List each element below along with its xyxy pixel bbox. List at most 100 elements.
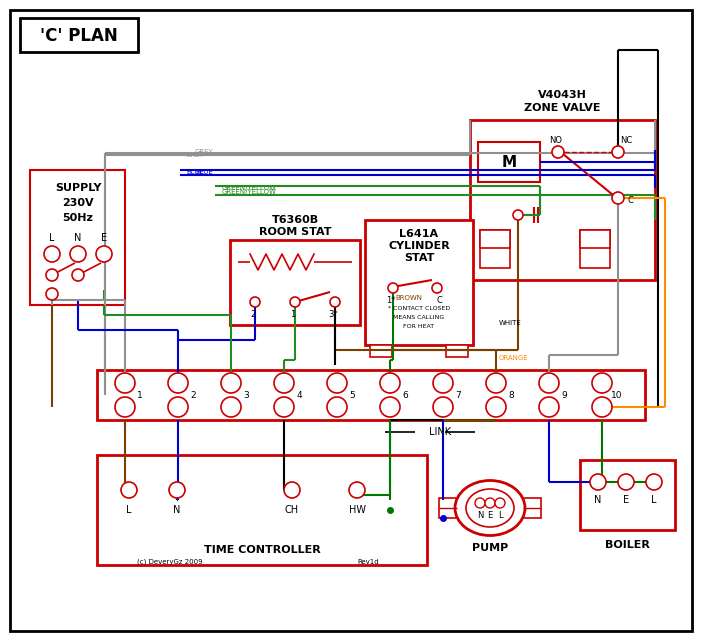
Text: 2: 2 [190, 390, 196, 399]
Text: CYLINDER: CYLINDER [388, 241, 450, 251]
Text: 10: 10 [611, 390, 623, 399]
Text: GREEN/YELLOW: GREEN/YELLOW [222, 185, 277, 191]
Text: V4043H: V4043H [538, 90, 586, 100]
Text: NO: NO [550, 135, 562, 144]
Text: GREY: GREY [186, 152, 205, 158]
Text: (c) DeveryGz 2009: (c) DeveryGz 2009 [137, 559, 203, 565]
Ellipse shape [455, 481, 525, 535]
Text: 5: 5 [349, 390, 355, 399]
Circle shape [115, 397, 135, 417]
Circle shape [168, 373, 188, 393]
Text: C: C [436, 296, 442, 304]
Circle shape [121, 482, 137, 498]
Circle shape [115, 373, 135, 393]
Circle shape [612, 146, 624, 158]
Circle shape [646, 474, 662, 490]
Text: 1: 1 [291, 310, 296, 319]
Circle shape [432, 283, 442, 293]
Circle shape [495, 498, 505, 508]
Circle shape [221, 373, 241, 393]
Bar [580, 230, 610, 248]
Text: Rev1d: Rev1d [357, 559, 378, 565]
Text: ─── GREY: ─── GREY [437, 431, 444, 433]
Text: 230V: 230V [62, 198, 94, 208]
Text: ORANGE: ORANGE [499, 355, 529, 361]
Text: 'C' PLAN: 'C' PLAN [40, 27, 118, 45]
Circle shape [592, 397, 612, 417]
Text: GREY: GREY [195, 149, 213, 155]
Text: HW: HW [348, 505, 366, 515]
Text: BLUE: BLUE [195, 169, 213, 175]
Text: 6: 6 [402, 390, 408, 399]
Text: * CONTACT CLOSED: * CONTACT CLOSED [388, 306, 450, 310]
Circle shape [388, 283, 398, 293]
Circle shape [96, 246, 112, 262]
Bar [230, 240, 360, 325]
Text: BLUE: BLUE [186, 169, 204, 175]
Bar [365, 220, 473, 345]
Circle shape [475, 498, 485, 508]
Text: TIME CONTROLLER: TIME CONTROLLER [204, 545, 320, 555]
Circle shape [330, 297, 340, 307]
Text: ZONE VALVE: ZONE VALVE [524, 103, 600, 113]
Circle shape [46, 288, 58, 300]
Text: CH: CH [285, 505, 299, 515]
Bar [20, 18, 138, 52]
Circle shape [327, 397, 347, 417]
Bar [30, 170, 125, 305]
Text: L: L [49, 233, 55, 243]
Circle shape [46, 269, 58, 281]
Circle shape [70, 246, 86, 262]
Text: 50Hz: 50Hz [62, 213, 93, 223]
Circle shape [44, 246, 60, 262]
Text: L: L [126, 505, 132, 515]
Text: L: L [651, 495, 657, 505]
Circle shape [169, 482, 185, 498]
Bar [478, 142, 540, 182]
Bar [580, 230, 610, 268]
Circle shape [539, 373, 559, 393]
Text: 9: 9 [561, 390, 567, 399]
Text: N: N [595, 495, 602, 505]
Text: SUPPLY: SUPPLY [55, 183, 101, 193]
Bar [97, 370, 645, 420]
Text: FOR HEAT: FOR HEAT [404, 324, 435, 328]
Text: E: E [101, 233, 107, 243]
Ellipse shape [466, 489, 514, 527]
Circle shape [485, 498, 495, 508]
Text: NC: NC [620, 135, 632, 144]
Circle shape [380, 397, 400, 417]
Bar [370, 345, 392, 357]
Text: 7: 7 [455, 390, 461, 399]
Text: PUMP: PUMP [472, 543, 508, 553]
Circle shape [274, 373, 294, 393]
Text: 1: 1 [137, 390, 143, 399]
Text: LINK: LINK [429, 427, 451, 437]
Circle shape [274, 397, 294, 417]
Text: 3: 3 [243, 390, 249, 399]
Text: N: N [477, 512, 483, 520]
Circle shape [168, 397, 188, 417]
Bar [523, 498, 541, 518]
Circle shape [618, 474, 634, 490]
Text: 2: 2 [251, 310, 256, 319]
Circle shape [380, 373, 400, 393]
Circle shape [327, 373, 347, 393]
Text: 8: 8 [508, 390, 514, 399]
Bar [470, 120, 655, 280]
Text: BROWN: BROWN [395, 295, 422, 301]
Circle shape [486, 397, 506, 417]
Text: T6360B: T6360B [272, 215, 319, 225]
Text: N: N [74, 233, 81, 243]
Bar [97, 455, 427, 565]
Text: WHITE: WHITE [499, 320, 522, 326]
Text: C: C [627, 196, 633, 204]
Bar [580, 460, 675, 530]
Text: M: M [501, 154, 517, 169]
Circle shape [72, 269, 84, 281]
Text: 3*: 3* [329, 310, 338, 319]
Circle shape [433, 373, 453, 393]
Text: 1*: 1* [386, 296, 396, 304]
Text: L: L [498, 512, 503, 520]
Text: ROOM STAT: ROOM STAT [259, 227, 331, 237]
